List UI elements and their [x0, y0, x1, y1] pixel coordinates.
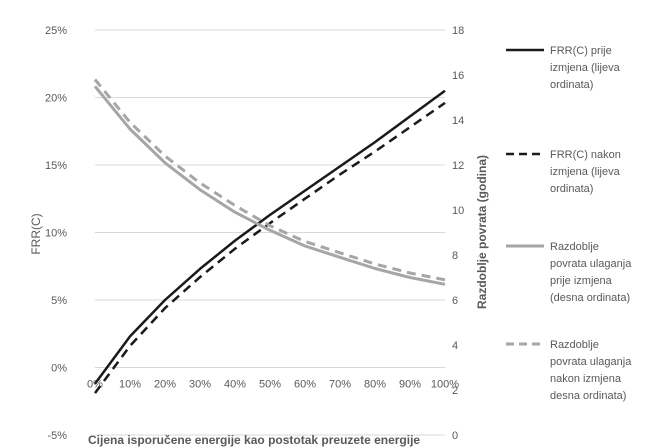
x-tick-label: 20%	[154, 379, 176, 391]
x-tick-label: 40%	[224, 379, 246, 391]
right-axis-title: Razdoblje povrata (godina)	[475, 155, 489, 309]
right-tick-label: 4	[452, 340, 458, 352]
left-tick-label: 5%	[51, 295, 67, 307]
series-line-1	[93, 89, 446, 385]
left-axis-ticks: -5% 0% 5% 10% 15% 20% 25%	[45, 25, 67, 442]
right-axis-ticks: 0 2 4 6 8 10 12 14 16 18	[452, 25, 464, 442]
left-tick-label: 10%	[45, 228, 67, 240]
x-tick-label: 30%	[189, 379, 211, 391]
series-line-2	[93, 101, 446, 394]
x-tick-label: 90%	[399, 379, 421, 391]
x-axis-ticks: 0% 10% 20% 30% 40% 50% 60% 70% 80% 90% 100%	[87, 379, 459, 391]
left-tick-label: 20%	[45, 93, 67, 105]
right-tick-label: 6	[452, 295, 458, 307]
right-tick-label: 8	[452, 250, 458, 262]
gridlines	[95, 29, 445, 436]
series-lines	[93, 78, 446, 394]
left-tick-label: 25%	[45, 25, 67, 37]
left-axis-title: FRR(C)	[29, 213, 43, 254]
legend-label-3: Razdoblje povrata ulaganja prije izmjena (d…	[550, 241, 632, 304]
x-tick-label: 70%	[329, 379, 351, 391]
x-tick-label: 0%	[87, 379, 103, 391]
legend-label-2: FRR(C) nakon izmjena (lijeva ordinata)	[550, 149, 621, 195]
left-tick-label: 15%	[45, 160, 67, 172]
x-tick-label: 50%	[259, 379, 281, 391]
left-tick-label: -5%	[47, 430, 67, 442]
right-tick-label: 12	[452, 160, 464, 172]
series-line-3	[93, 85, 446, 286]
legend-label-4: Razdoblje povrata ulaganja nakon izmjena de…	[550, 339, 632, 402]
right-tick-label: 18	[452, 25, 464, 37]
x-tick-label: 10%	[119, 379, 141, 391]
series-line-4	[93, 78, 446, 282]
x-tick-label: 80%	[364, 379, 386, 391]
legend: FRR(C) prije izmjena (lijeva ordinata) FRR(…	[506, 45, 632, 402]
right-tick-label: 16	[452, 70, 464, 82]
x-tick-label: 60%	[294, 379, 316, 391]
legend-label-1: FRR(C) prije izmjena (lijeva ordinata)	[550, 45, 621, 91]
right-tick-label: 14	[452, 115, 464, 127]
right-tick-label: 10	[452, 205, 464, 217]
left-tick-label: 0%	[51, 363, 67, 375]
right-tick-label: 2	[452, 385, 458, 397]
x-axis-title: Cijena isporučene energije kao postotak …	[88, 433, 420, 447]
x-tick-label: 100%	[431, 379, 459, 391]
right-tick-label: 0	[452, 430, 458, 442]
